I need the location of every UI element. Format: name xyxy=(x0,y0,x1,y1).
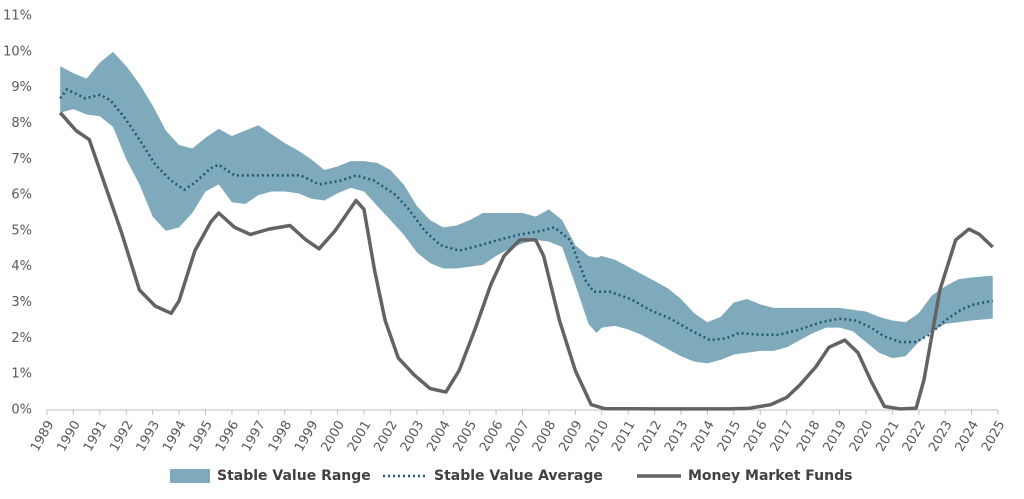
x-tick-label: 2008 xyxy=(530,418,560,454)
x-tick-label: 2000 xyxy=(319,418,349,454)
x-tick-label: 2006 xyxy=(477,418,507,454)
legend-swatch xyxy=(170,469,210,483)
x-tick-label: 2024 xyxy=(953,418,983,454)
x-tick-label: 2002 xyxy=(371,418,401,454)
x-tick-label: 1991 xyxy=(81,418,111,454)
x-tick-label: 1992 xyxy=(107,418,137,454)
x-tick-label: 2020 xyxy=(847,418,877,454)
x-tick-label: 2013 xyxy=(662,418,692,454)
x-tick-label: 2022 xyxy=(900,418,930,454)
x-tick-label: 2016 xyxy=(741,418,771,454)
x-tick-label: 1993 xyxy=(134,418,164,454)
x-tick-label: 2023 xyxy=(926,418,956,454)
legend-label: Stable Value Range xyxy=(217,468,371,484)
x-tick-label: 2010 xyxy=(583,418,613,454)
x-tick-label: 2019 xyxy=(820,418,850,454)
x-tick-label: 2004 xyxy=(424,418,454,454)
x-tick-label: 2021 xyxy=(873,418,903,454)
y-tick-label: 2% xyxy=(11,331,32,346)
x-tick-label: 2001 xyxy=(345,418,375,454)
x-tick-label: 2017 xyxy=(768,418,798,454)
x-tick-label: 1997 xyxy=(239,418,269,454)
y-tick-label: 5% xyxy=(11,223,32,238)
x-tick-label: 2014 xyxy=(688,418,718,454)
legend-label: Money Market Funds xyxy=(688,468,852,484)
y-tick-label: 8% xyxy=(11,116,32,131)
x-tick-label: 2011 xyxy=(609,418,639,454)
x-tick-label: 2018 xyxy=(794,418,824,454)
y-tick-label: 6% xyxy=(11,188,32,203)
x-tick-label: 2005 xyxy=(451,418,481,454)
x-tick-label: 2012 xyxy=(636,418,666,454)
y-tick-label: 0% xyxy=(11,403,32,418)
x-tick-label: 1996 xyxy=(213,418,243,454)
y-tick-label: 9% xyxy=(11,80,32,95)
x-tick-label: 1994 xyxy=(160,418,190,454)
x-tick-label: 2009 xyxy=(556,418,586,454)
x-tick-label: 2025 xyxy=(979,418,1009,454)
y-tick-label: 10% xyxy=(3,44,32,59)
x-tick-label: 2015 xyxy=(715,418,745,454)
series-line xyxy=(58,111,994,411)
x-tick-label: 1998 xyxy=(266,418,296,454)
x-tick-label: 1989 xyxy=(28,418,58,454)
x-tick-label: 2007 xyxy=(503,418,533,454)
y-tick-label: 3% xyxy=(11,295,32,310)
x-tick-label: 1995 xyxy=(186,418,216,454)
y-tick-label: 7% xyxy=(11,152,32,167)
x-tick-label: 1990 xyxy=(54,418,84,454)
x-tick-label: 2003 xyxy=(398,418,428,454)
y-tick-label: 11% xyxy=(3,9,32,24)
range-band xyxy=(60,51,993,364)
y-tick-label: 4% xyxy=(11,259,32,274)
series-line xyxy=(59,87,993,344)
legend-label: Stable Value Average xyxy=(434,468,603,484)
y-tick-label: 1% xyxy=(11,367,32,382)
x-tick-label: 1999 xyxy=(292,418,322,454)
